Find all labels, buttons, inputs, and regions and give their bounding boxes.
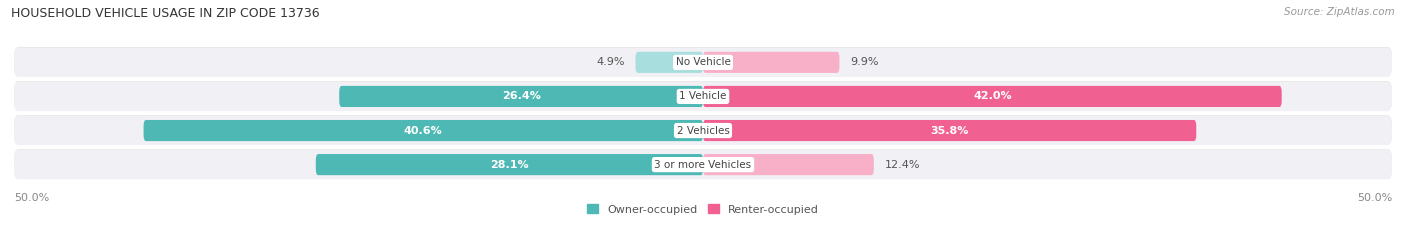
FancyBboxPatch shape <box>703 52 839 73</box>
Text: 2 Vehicles: 2 Vehicles <box>676 125 730 135</box>
Text: 9.9%: 9.9% <box>851 57 879 67</box>
FancyBboxPatch shape <box>703 154 875 175</box>
Text: 12.4%: 12.4% <box>884 160 921 170</box>
FancyBboxPatch shape <box>703 86 1282 107</box>
FancyBboxPatch shape <box>14 82 1392 111</box>
Text: 50.0%: 50.0% <box>14 193 49 203</box>
Text: 4.9%: 4.9% <box>596 57 624 67</box>
Text: 50.0%: 50.0% <box>1357 193 1392 203</box>
FancyBboxPatch shape <box>14 116 1392 145</box>
Text: 35.8%: 35.8% <box>931 125 969 135</box>
FancyBboxPatch shape <box>316 154 703 175</box>
Legend: Owner-occupied, Renter-occupied: Owner-occupied, Renter-occupied <box>586 205 820 215</box>
FancyBboxPatch shape <box>14 149 1392 179</box>
FancyBboxPatch shape <box>14 81 1392 110</box>
FancyBboxPatch shape <box>703 120 1197 141</box>
FancyBboxPatch shape <box>339 86 703 107</box>
Text: 42.0%: 42.0% <box>973 91 1012 102</box>
FancyBboxPatch shape <box>14 48 1392 77</box>
Text: Source: ZipAtlas.com: Source: ZipAtlas.com <box>1284 7 1395 17</box>
FancyBboxPatch shape <box>14 115 1392 145</box>
FancyBboxPatch shape <box>636 52 703 73</box>
FancyBboxPatch shape <box>143 120 703 141</box>
Text: 1 Vehicle: 1 Vehicle <box>679 91 727 102</box>
Text: 26.4%: 26.4% <box>502 91 540 102</box>
Text: No Vehicle: No Vehicle <box>675 57 731 67</box>
FancyBboxPatch shape <box>14 150 1392 179</box>
FancyBboxPatch shape <box>14 47 1392 76</box>
Text: HOUSEHOLD VEHICLE USAGE IN ZIP CODE 13736: HOUSEHOLD VEHICLE USAGE IN ZIP CODE 1373… <box>11 7 321 20</box>
Text: 28.1%: 28.1% <box>491 160 529 170</box>
Text: 3 or more Vehicles: 3 or more Vehicles <box>654 160 752 170</box>
Text: 40.6%: 40.6% <box>404 125 443 135</box>
